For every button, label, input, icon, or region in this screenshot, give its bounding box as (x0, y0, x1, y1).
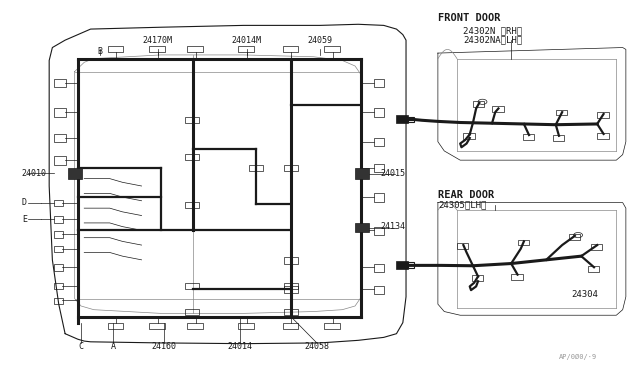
Bar (283, 46, 298, 52)
Bar (185, 116, 199, 123)
Bar (597, 133, 609, 139)
Bar (396, 115, 408, 123)
Bar (284, 257, 298, 263)
Bar (239, 323, 253, 328)
Text: 24305〈LH〉: 24305〈LH〉 (438, 201, 486, 210)
Bar (185, 309, 199, 315)
Bar (473, 101, 484, 107)
Bar (108, 46, 123, 52)
Text: 24014: 24014 (228, 342, 253, 351)
Text: 24014M: 24014M (232, 36, 262, 45)
Bar (108, 323, 123, 328)
Text: B: B (98, 47, 102, 56)
Bar (54, 298, 63, 304)
Bar (185, 283, 199, 289)
Bar (408, 262, 414, 267)
Text: FRONT DOOR: FRONT DOOR (438, 13, 500, 23)
Text: REAR DOOR: REAR DOOR (438, 190, 494, 200)
Bar (54, 231, 63, 238)
Text: 24302NA〈LH〉: 24302NA〈LH〉 (463, 36, 522, 45)
Bar (511, 274, 523, 280)
Bar (54, 109, 66, 116)
Bar (374, 79, 384, 87)
Bar (492, 106, 504, 112)
Bar (568, 234, 580, 240)
Bar (284, 309, 298, 315)
Text: AP/0Ø0/·9: AP/0Ø0/·9 (559, 353, 597, 360)
Bar (355, 223, 369, 232)
Bar (374, 109, 384, 116)
Bar (374, 227, 384, 235)
Bar (324, 46, 340, 52)
Text: A: A (111, 342, 115, 351)
Bar (457, 243, 468, 249)
Bar (284, 164, 298, 171)
Bar (54, 216, 63, 223)
Text: 24015: 24015 (381, 169, 406, 177)
Bar (374, 164, 384, 172)
Bar (324, 323, 340, 328)
Text: 24010: 24010 (22, 169, 47, 177)
Bar (556, 110, 567, 115)
Bar (284, 286, 298, 293)
Bar (463, 133, 475, 139)
Bar (284, 283, 298, 289)
Bar (188, 46, 203, 52)
Bar (472, 275, 483, 281)
Bar (374, 138, 384, 146)
Text: 24059: 24059 (307, 36, 333, 45)
Text: 24058: 24058 (304, 342, 330, 351)
Text: 24304: 24304 (572, 291, 598, 299)
Bar (54, 157, 66, 164)
Bar (185, 154, 199, 160)
Bar (149, 323, 164, 328)
Bar (54, 246, 63, 253)
Bar (54, 264, 63, 271)
Text: 24160: 24160 (152, 342, 177, 351)
Bar (54, 200, 63, 206)
Bar (523, 134, 534, 140)
Bar (283, 323, 298, 328)
Bar (149, 46, 164, 52)
Bar (408, 116, 414, 122)
Text: C: C (79, 342, 84, 351)
Bar (374, 286, 384, 294)
Bar (54, 283, 63, 289)
Bar (597, 112, 609, 118)
Bar (54, 79, 66, 87)
Bar (518, 240, 529, 246)
Bar (248, 164, 262, 171)
Bar (588, 266, 599, 272)
Bar (188, 323, 203, 328)
Bar (374, 193, 384, 202)
Text: 24302N 〈RH〉: 24302N 〈RH〉 (463, 26, 522, 35)
Bar (552, 135, 564, 141)
Text: E: E (22, 215, 27, 224)
Text: 24134: 24134 (381, 222, 406, 231)
Bar (68, 167, 83, 179)
Bar (591, 244, 602, 250)
Bar (396, 261, 408, 269)
Bar (355, 168, 369, 179)
Text: 24170M: 24170M (143, 36, 173, 45)
Bar (239, 46, 253, 52)
Bar (185, 202, 199, 208)
Text: D: D (22, 198, 27, 207)
Bar (374, 263, 384, 272)
Bar (54, 134, 66, 142)
